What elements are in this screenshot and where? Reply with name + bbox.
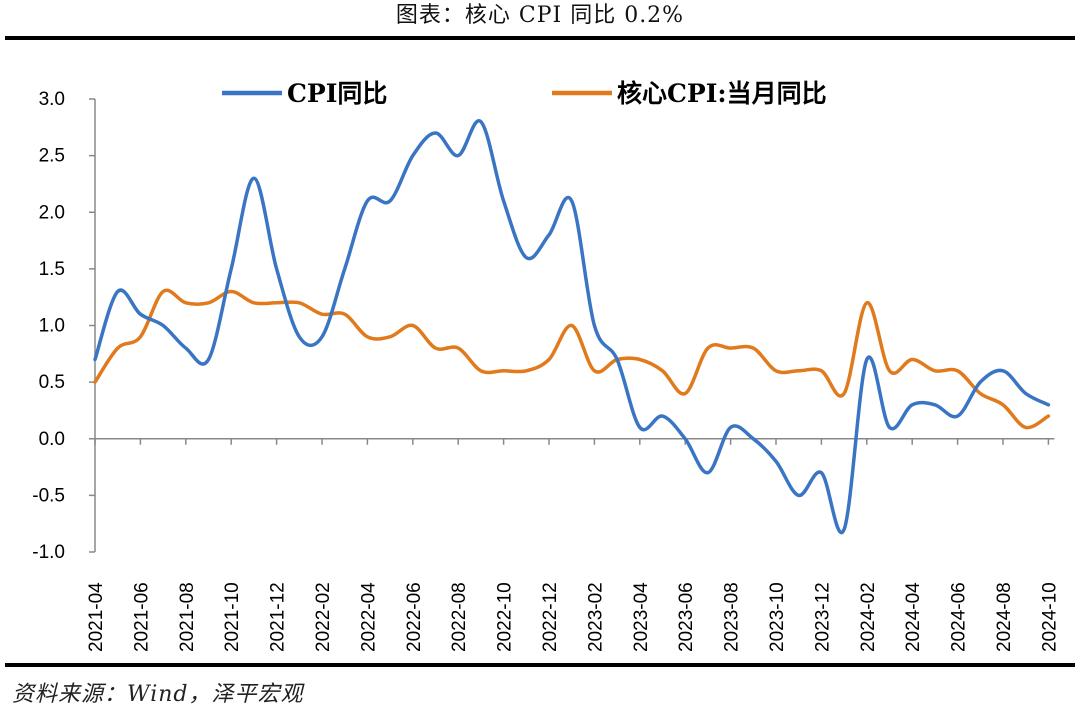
y-tick-label: 1.0 <box>39 316 65 337</box>
x-tick-label: 2022-10 <box>495 582 516 652</box>
x-tick-label: 2024-10 <box>1039 582 1060 652</box>
x-tick-label: 2021-10 <box>222 582 243 652</box>
bottom-rule <box>5 663 1075 667</box>
x-tick-label: 2022-04 <box>358 582 379 652</box>
x-tick-label: 2024-02 <box>858 582 879 652</box>
x-tick-label: 2023-10 <box>767 582 788 652</box>
x-tick-label: 2021-08 <box>177 582 198 652</box>
y-tick-label: 2.0 <box>39 202 65 223</box>
source-note: 资料来源：Wind，泽平宏观 <box>12 682 304 707</box>
legend: CPI同比 核心CPI:当月同比 <box>222 79 827 108</box>
y-tick-label: 3.0 <box>39 89 65 110</box>
x-tick-label: 2022-08 <box>449 582 470 652</box>
x-tick-label: 2022-12 <box>540 582 561 652</box>
x-tick-label: 2023-12 <box>812 582 833 652</box>
legend-label-core-cpi: 核心CPI:当月同比 <box>617 79 827 108</box>
x-tick-label: 2023-04 <box>631 582 652 652</box>
x-tick-label: 2023-06 <box>676 582 697 652</box>
y-tick-label: 0.5 <box>39 372 65 393</box>
y-tick-label: -0.5 <box>32 485 65 506</box>
y-tick-label: 2.5 <box>39 146 65 167</box>
x-tick-label: 2023-02 <box>585 582 606 652</box>
y-tick-label: 1.5 <box>39 259 65 280</box>
x-tick-label: 2022-02 <box>313 582 334 652</box>
x-tick-label: 2022-06 <box>404 582 425 652</box>
x-tick-label: 2023-08 <box>722 582 743 652</box>
legend-label-cpi: CPI同比 <box>287 79 387 108</box>
line-chart: 3.0 2.5 2.0 1.5 1.0 0.5 0.0 -0.5 -1.0 2021-04 2021… <box>32 79 1060 652</box>
x-tick-label: 2024-04 <box>903 582 924 652</box>
cpi-yoy-line <box>93 119 1051 535</box>
figure-title: 图表：核心 CPI 同比 0.2% <box>395 3 685 28</box>
y-tick-label: -1.0 <box>32 542 65 563</box>
x-tick-label: 2021-06 <box>131 582 152 652</box>
x-tick-label: 2021-12 <box>268 582 289 652</box>
series-layer <box>93 119 1051 535</box>
core-cpi-yoy-line <box>93 288 1051 430</box>
x-tick-label: 2024-08 <box>994 582 1015 652</box>
y-tick-label: 0.0 <box>39 429 65 450</box>
axes: 3.0 2.5 2.0 1.5 1.0 0.5 0.0 -0.5 -1.0 2021-04 2021… <box>32 89 1060 652</box>
x-tick-label: 2021-04 <box>86 582 107 652</box>
x-tick-label: 2024-06 <box>949 582 970 652</box>
top-rule <box>5 36 1075 40</box>
